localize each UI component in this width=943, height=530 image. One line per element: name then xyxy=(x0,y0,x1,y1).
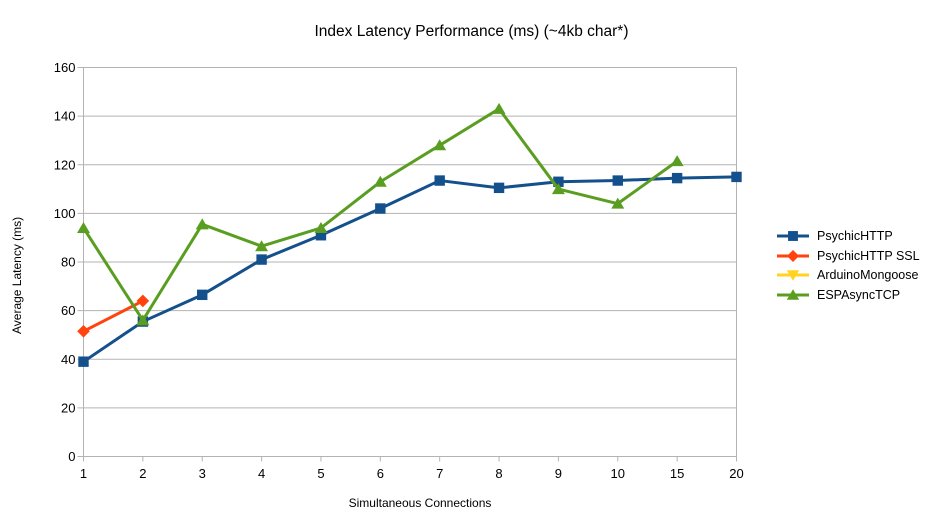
x-tick-label: 8 xyxy=(495,466,502,481)
legend-item-psychichttp: PsychicHTTP xyxy=(776,226,920,246)
data-point-espasynctcp xyxy=(611,197,625,209)
data-point-espasynctcp xyxy=(433,139,447,151)
data-point-psychichttp xyxy=(612,175,623,186)
x-tick-label: 7 xyxy=(436,466,443,481)
x-axis-title: Simultaneous Connections xyxy=(348,496,492,510)
legend-item-psychichttp-ssl: PsychicHTTP SSL xyxy=(776,246,920,266)
legend-item-arduinomongoose: ArduinoMongoose xyxy=(776,265,920,285)
legend-marker-triangle-down-icon xyxy=(777,270,809,281)
y-axis-title: Average Latency (ms) xyxy=(10,216,24,334)
data-point-espasynctcp xyxy=(195,218,209,230)
y-tick-label: 40 xyxy=(61,352,75,367)
data-point-psychichttp xyxy=(671,172,683,184)
data-point-psychichttp xyxy=(197,289,208,301)
x-tick-label: 3 xyxy=(199,466,206,481)
chart-title: Index Latency Performance (ms) (~4kb cha… xyxy=(314,23,629,40)
x-tick-label: 15 xyxy=(670,466,684,481)
legend-item-espasynctcp: ESPAsyncTCP xyxy=(776,285,920,305)
data-point-psychichttp-ssl xyxy=(77,324,90,338)
x-tick-label: 2 xyxy=(139,466,146,481)
y-tick-label: 140 xyxy=(54,109,76,124)
data-point-psychichttp xyxy=(256,254,267,265)
legend-marker-diamond-icon xyxy=(777,249,809,262)
legend-label: ESPAsyncTCP xyxy=(817,287,901,302)
data-point-psychichttp xyxy=(375,203,386,214)
data-point-espasynctcp xyxy=(314,221,328,233)
data-point-espasynctcp xyxy=(670,155,684,167)
y-tick-label: 20 xyxy=(61,400,75,415)
y-tick-label: 100 xyxy=(54,206,76,221)
x-tick-label: 6 xyxy=(377,466,384,481)
data-point-espasynctcp xyxy=(373,175,387,187)
x-tick-label: 4 xyxy=(258,466,265,481)
y-tick-label: 0 xyxy=(68,449,75,464)
data-point-psychichttp xyxy=(731,171,742,183)
legend-label: PsychicHTTP xyxy=(817,228,893,243)
series-line-psychichttp xyxy=(82,175,737,363)
x-tick-label: 10 xyxy=(611,466,625,481)
data-point-psychichttp xyxy=(78,356,89,367)
y-tick-label: 60 xyxy=(61,303,75,318)
x-tick-label: 1 xyxy=(80,466,87,481)
x-tick-label: 5 xyxy=(317,466,324,481)
data-point-espasynctcp xyxy=(492,102,506,114)
data-point-espasynctcp xyxy=(255,240,269,252)
legend: PsychicHTTP PsychicHTTP SSL ArduinoMongoos… xyxy=(776,226,920,305)
series-line-espasynctcp xyxy=(82,107,679,322)
data-point-espasynctcp xyxy=(136,314,150,326)
data-point-espasynctcp xyxy=(551,183,565,195)
y-tick-label: 120 xyxy=(54,157,76,172)
data-point-espasynctcp xyxy=(77,221,90,233)
legend-label: PsychicHTTP SSL xyxy=(817,248,920,263)
x-tick-label: 9 xyxy=(555,466,562,481)
data-point-psychichttp xyxy=(434,175,445,186)
data-point-psychichttp xyxy=(493,182,505,194)
data-point-psychichttp-ssl xyxy=(136,294,150,308)
x-tick-label: 20 xyxy=(729,466,743,481)
legend-marker-triangle-up-icon xyxy=(777,289,809,300)
legend-label: ArduinoMongoose xyxy=(817,268,919,283)
y-tick-label: 80 xyxy=(61,255,75,270)
y-tick-label: 160 xyxy=(54,60,76,75)
legend-marker-square-icon xyxy=(777,230,809,241)
